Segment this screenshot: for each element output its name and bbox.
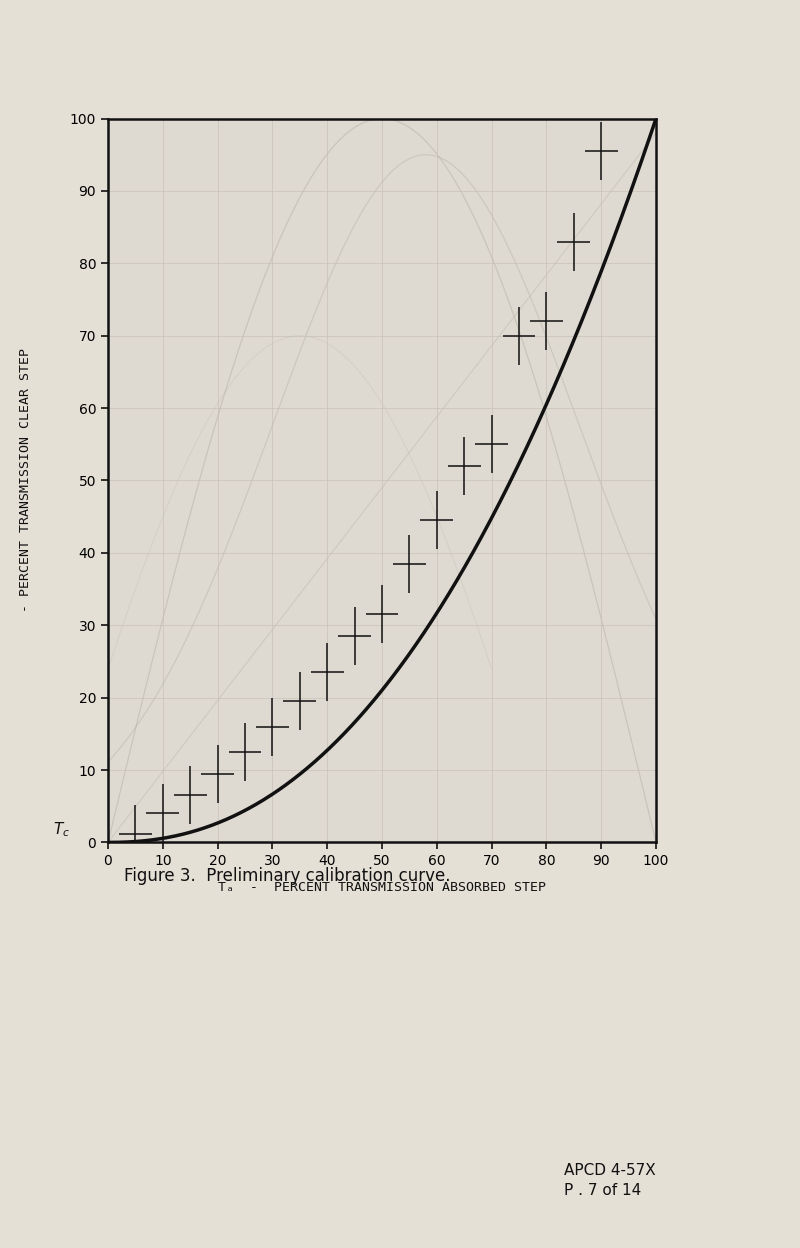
Text: - PERCENT TRANSMISSION CLEAR STEP: - PERCENT TRANSMISSION CLEAR STEP xyxy=(19,348,32,613)
Text: $T_c$: $T_c$ xyxy=(53,821,70,839)
Text: Figure 3.  Preliminary calibration curve.: Figure 3. Preliminary calibration curve. xyxy=(124,867,450,885)
Text: P . 7 of 14: P . 7 of 14 xyxy=(564,1183,642,1198)
X-axis label: Tₐ  -  PERCENT TRANSMISSION ABSORBED STEP: Tₐ - PERCENT TRANSMISSION ABSORBED STEP xyxy=(218,881,546,894)
Text: APCD 4-57X: APCD 4-57X xyxy=(564,1163,656,1178)
